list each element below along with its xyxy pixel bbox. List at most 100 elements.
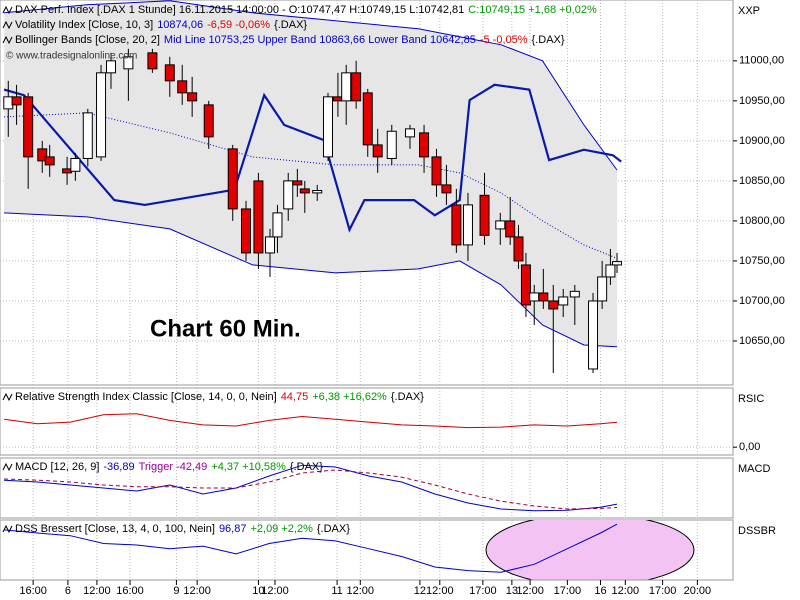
series-line [4,464,618,512]
candle-body [96,72,107,158]
band-line [4,0,618,171]
header-text: +6,38 +16,62% [312,391,387,403]
candle-body [451,204,462,246]
candle-body [187,92,198,102]
candle-body [265,236,276,254]
header-text: C:10749,15 +1,68 +0,02% [468,4,597,16]
indicator-icon [2,524,13,534]
header-text: Bollinger Bands [Close, 20, 2] [15,34,160,46]
header-line: DAX Perf. Index [.DAX 1 Stunde] 16.11.20… [15,4,597,16]
series-line [4,523,618,573]
x-tick-label: 11 [331,585,342,597]
watermark: © www.tradesignalonline.com [6,51,137,62]
candle-body [70,157,81,172]
header-line: Volatility Index [Close, 10, 3] 10874,06-… [15,19,307,31]
candle-body [292,180,303,186]
axis-label: RSIC [738,393,764,405]
x-tick-label: 12:00 [261,585,289,597]
header-text: -36,89 [103,461,134,473]
candle-body [23,96,34,158]
candle-body [123,56,134,70]
y-tick-label: 10850,00 [739,175,785,187]
candle-body [164,64,175,82]
candle-body [597,276,608,302]
candle-body [548,300,559,310]
candle-body [538,292,549,302]
axis-label: DSSBR [738,525,776,537]
candle-body [505,220,516,238]
candle-body [283,180,294,210]
y-tick-label: 11000,00 [739,55,784,67]
y-tick-label: 10900,00 [739,135,785,147]
plot [4,520,698,580]
header-text: Volatility Index [Close, 10, 3] [15,19,153,31]
x-tick-label: 12:00 [516,585,544,597]
x-tick-label: 12:00 [347,585,375,597]
candle-body [351,72,362,102]
header-text: Mid Line 10753,25 Upper Band 10863,66 Lo… [164,34,476,46]
header-text: 44,75 [281,391,309,403]
header-text: {.DAX} [317,523,350,535]
x-tick-label: 9 [173,585,179,597]
candle-body [62,168,73,174]
header-text: Relative Strength Index Classic [Close, … [15,391,277,403]
band-fill [4,0,618,347]
candle-body [82,112,93,159]
x-tick-label: 16:00 [116,585,144,597]
header-line: DSS Bressert [Close, 13, 4, 0, 100, Nein… [15,523,350,535]
candle-body [431,156,442,186]
highlight [485,520,695,580]
candle-body [495,220,506,230]
candle-body [372,144,383,158]
candle-body [147,52,158,70]
volatility-line [3,83,622,233]
candle-body [177,80,188,94]
x-tick-label: 12:00 [612,585,640,597]
x-tick-label: 17:00 [554,585,582,597]
y-tick-label: 10800,00 [739,215,785,227]
x-tick-label: 16 [594,585,606,597]
band-line [4,112,618,259]
candle-body [322,96,333,158]
y-tick-label: 10750,00 [739,255,785,267]
header-text: +4,37 +10,58% [211,461,286,473]
band-line [4,212,618,348]
header-text: {.DAX} [290,461,323,473]
candle-body [462,204,473,246]
header-text: 96,87 [219,523,247,535]
header-text: +2,09 +2,2% [250,523,313,535]
y-tick-label: 10950,00 [739,95,785,107]
candle-body [11,96,22,106]
annotation: Chart 60 Min. [150,315,301,342]
x-tick-label: 12:00 [83,585,111,597]
candle-body [520,264,531,306]
x-tick-label: 13 [506,585,518,597]
axis-label: XXP [738,5,760,17]
header-text: {.DAX} [274,19,307,31]
candle-body [299,188,310,194]
x-tick-label: 12:00 [183,585,211,597]
series-line [4,413,618,429]
candle-body [37,148,48,162]
header-text: {.DAX} [532,34,565,46]
candle-body [253,180,264,254]
x-tick-label: 12 [414,585,426,597]
candle-body [44,156,55,166]
candle-body [419,132,430,158]
plot [0,388,733,455]
candle-body [3,96,14,110]
x-tick-label: 20:00 [684,585,712,597]
candle-body [312,189,323,194]
candle-body [362,92,373,146]
header-text: Trigger -42,49 [139,461,208,473]
y-tick-label: 10700,00 [739,295,785,307]
indicator-icon [2,20,13,30]
candle-body [441,184,452,194]
candle-body [569,290,580,298]
candle-body [227,148,238,210]
candle-body [332,96,343,102]
header-line: MACD [12, 26, 9] -36,89 Trigger -42,49 +4,3… [15,461,323,473]
indicator-icon [2,35,13,45]
header-text: DAX Perf. Index [.DAX 1 Stunde] 16.11.20… [15,4,464,16]
